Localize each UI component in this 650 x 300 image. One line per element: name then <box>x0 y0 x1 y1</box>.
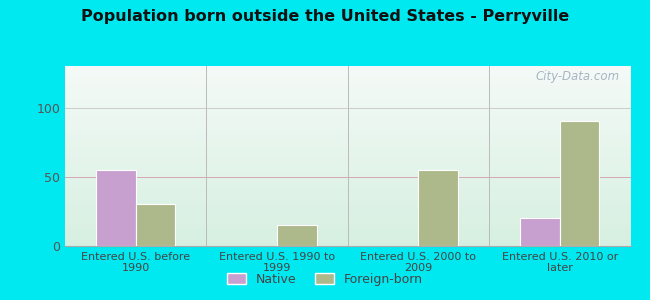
Bar <box>277 225 317 246</box>
Text: City-Data.com: City-Data.com <box>535 70 619 83</box>
Bar <box>419 170 458 246</box>
Bar <box>136 205 176 246</box>
Text: Population born outside the United States - Perryville: Population born outside the United State… <box>81 9 569 24</box>
Bar <box>560 122 599 246</box>
Legend: Native, Foreign-born: Native, Foreign-born <box>222 268 428 291</box>
Bar <box>520 218 560 246</box>
Bar <box>96 170 136 246</box>
